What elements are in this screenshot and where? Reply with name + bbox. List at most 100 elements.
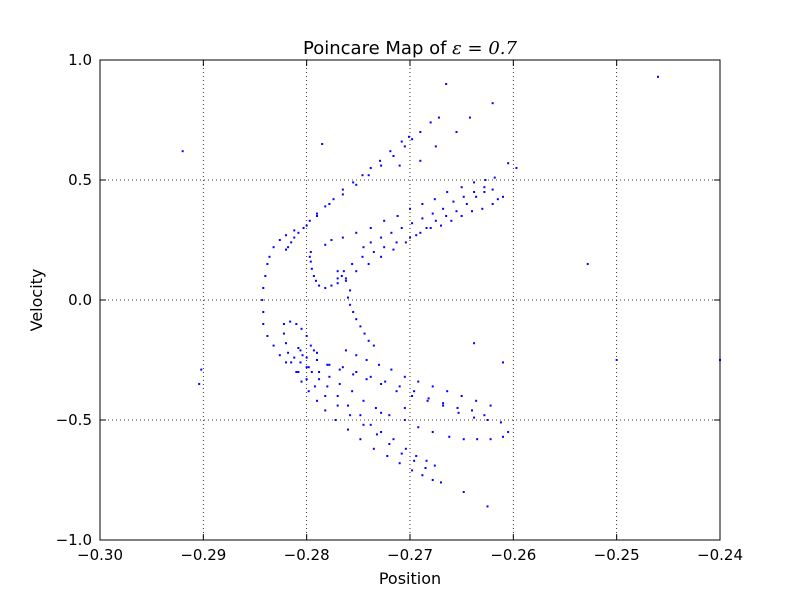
- data-point: [486, 419, 489, 421]
- data-point: [400, 227, 403, 229]
- data-point: [411, 395, 414, 397]
- data-point: [473, 416, 476, 419]
- data-point: [383, 219, 386, 222]
- data-point: [266, 263, 269, 265]
- data-point: [349, 414, 352, 417]
- data-point: [388, 443, 391, 445]
- data-point: [299, 361, 302, 364]
- data-point: [442, 402, 445, 405]
- data-point: [407, 135, 410, 138]
- data-point: [424, 467, 427, 469]
- data-point: [384, 380, 387, 383]
- data-point: [481, 207, 484, 210]
- data-point: [491, 102, 494, 105]
- data-point: [307, 366, 310, 369]
- data-point: [396, 215, 399, 217]
- data-point: [341, 193, 344, 196]
- data-point: [369, 227, 372, 229]
- data-point: [285, 248, 287, 251]
- data-point: [404, 241, 407, 244]
- data-point: [264, 275, 267, 277]
- data-point: [362, 399, 365, 402]
- data-point: [367, 174, 370, 177]
- data-point: [484, 179, 487, 181]
- data-point: [359, 414, 362, 417]
- data-point: [312, 349, 315, 352]
- data-point: [369, 375, 372, 378]
- data-point: [293, 356, 296, 359]
- data-point: [310, 371, 313, 373]
- data-point: [287, 351, 290, 354]
- data-point: [290, 361, 293, 364]
- data-point: [433, 464, 436, 467]
- data-point: [392, 155, 395, 157]
- data-point: [309, 251, 312, 253]
- data-point: [347, 296, 349, 299]
- data-point: [362, 423, 365, 426]
- x-tick-label: −0.25: [594, 546, 640, 564]
- y-tick-label: −1.0: [56, 531, 92, 549]
- data-point: [657, 75, 659, 78]
- data-point: [352, 181, 355, 184]
- data-point: [388, 414, 391, 417]
- data-point: [362, 246, 365, 249]
- chart-title-math: ε = 0.7: [452, 38, 517, 59]
- data-point: [351, 263, 354, 265]
- data-point: [297, 231, 300, 234]
- data-point: [361, 255, 364, 258]
- y-tick-label: 1.0: [68, 51, 92, 69]
- data-point: [471, 409, 473, 412]
- data-point: [324, 395, 327, 397]
- data-point: [398, 385, 401, 388]
- data-point: [431, 479, 434, 481]
- data-point: [409, 207, 411, 210]
- data-point: [486, 505, 489, 508]
- data-point: [355, 231, 358, 234]
- y-tick-label: 0.0: [68, 291, 92, 309]
- data-point: [417, 426, 420, 429]
- data-point: [278, 354, 281, 357]
- data-point: [324, 287, 327, 289]
- data-point: [502, 435, 504, 438]
- data-point: [262, 323, 265, 325]
- data-point: [198, 383, 201, 385]
- data-point: [586, 263, 589, 265]
- data-point: [307, 390, 310, 393]
- data-point: [400, 452, 403, 455]
- axis-ticks: −0.30 −0.29 −0.28 −0.27 −0.26 −0.25 −0.24 −1.0 −…: [56, 51, 743, 564]
- data-point: [392, 248, 395, 251]
- data-point: [457, 411, 460, 414]
- data-point: [462, 491, 465, 493]
- data-point: [380, 411, 383, 414]
- data-point: [483, 191, 486, 193]
- data-point: [403, 145, 406, 148]
- data-point: [349, 303, 352, 306]
- data-point: [378, 363, 380, 366]
- data-point: [321, 143, 324, 145]
- data-point: [287, 246, 290, 249]
- data-point: [285, 361, 287, 364]
- data-point: [491, 188, 494, 191]
- data-point: [324, 205, 327, 208]
- data-point: [314, 279, 317, 282]
- data-point: [380, 431, 383, 433]
- plot-area: −0.30 −0.29 −0.28 −0.27 −0.26 −0.25 −0.24 −1.0 −…: [56, 51, 743, 564]
- data-point: [421, 217, 424, 220]
- data-point: [355, 183, 358, 186]
- data-point: [372, 251, 375, 253]
- data-point: [386, 455, 389, 457]
- data-point: [268, 255, 271, 258]
- data-point: [409, 236, 411, 239]
- data-point: [431, 431, 434, 433]
- data-point: [446, 191, 449, 193]
- x-tick-label: −0.28: [284, 546, 330, 564]
- data-point: [419, 231, 422, 234]
- data-point: [398, 164, 401, 167]
- data-point: [442, 207, 445, 210]
- x-tick-label: −0.30: [77, 546, 123, 564]
- chart-title-text: Poincare Map of: [303, 38, 452, 59]
- data-point: [316, 215, 318, 217]
- data-point: [305, 378, 308, 381]
- data-point: [295, 323, 298, 325]
